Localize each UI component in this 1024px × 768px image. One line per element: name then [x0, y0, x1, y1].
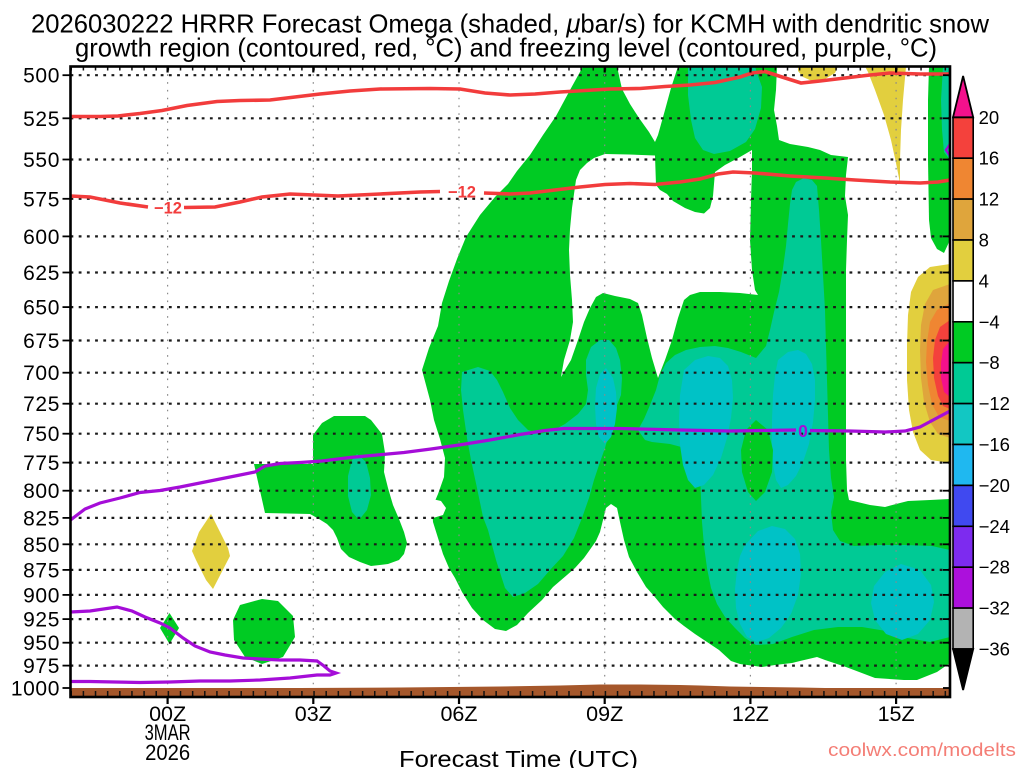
svg-text:900: 900: [23, 584, 60, 607]
svg-text:2026030222 HRRR Forecast Omega: 2026030222 HRRR Forecast Omega (shaded, …: [31, 9, 989, 39]
svg-text:550: 550: [23, 149, 60, 172]
svg-text:625: 625: [23, 262, 60, 285]
svg-text:20: 20: [979, 107, 1000, 128]
svg-text:16: 16: [979, 148, 1000, 169]
svg-text:725: 725: [23, 393, 60, 416]
svg-text:09Z: 09Z: [586, 702, 623, 726]
svg-text:coolwx.com/modelts: coolwx.com/modelts: [828, 739, 1016, 760]
svg-text:775: 775: [23, 452, 60, 475]
svg-text:875: 875: [23, 559, 60, 582]
svg-text:−12: −12: [979, 393, 1010, 414]
svg-text:975: 975: [23, 655, 60, 678]
svg-text:−12: −12: [448, 184, 476, 202]
svg-text:750: 750: [23, 423, 60, 446]
svg-text:00Z: 00Z: [149, 702, 186, 726]
svg-text:−16: −16: [979, 434, 1010, 455]
svg-text:growth region (contoured, red,: growth region (contoured, red, °C) and f…: [75, 33, 937, 63]
svg-text:−20: −20: [979, 475, 1010, 496]
svg-text:12Z: 12Z: [732, 702, 769, 726]
svg-text:575: 575: [23, 188, 60, 211]
svg-text:−32: −32: [979, 598, 1010, 619]
svg-text:−36: −36: [979, 639, 1010, 660]
svg-text:950: 950: [23, 632, 60, 655]
svg-text:800: 800: [23, 480, 60, 503]
svg-text:500: 500: [23, 65, 60, 88]
svg-text:15Z: 15Z: [878, 702, 915, 726]
svg-text:−24: −24: [979, 516, 1010, 537]
svg-text:2026: 2026: [145, 740, 190, 765]
svg-text:03Z: 03Z: [295, 702, 332, 726]
svg-text:650: 650: [23, 297, 60, 320]
svg-text:−4: −4: [979, 311, 1000, 332]
svg-text:06Z: 06Z: [440, 702, 477, 726]
svg-text:925: 925: [23, 609, 60, 632]
svg-text:0: 0: [798, 421, 808, 441]
svg-text:3MAR: 3MAR: [145, 720, 191, 745]
svg-text:4: 4: [979, 270, 989, 291]
svg-text:700: 700: [23, 362, 60, 385]
svg-text:525: 525: [23, 108, 60, 131]
svg-text:−8: −8: [979, 352, 1000, 373]
svg-text:−28: −28: [979, 557, 1010, 578]
svg-text:850: 850: [23, 534, 60, 557]
svg-text:1000: 1000: [11, 678, 60, 701]
svg-text:8: 8: [979, 230, 989, 251]
svg-text:12: 12: [979, 189, 1000, 210]
svg-text:675: 675: [23, 330, 60, 353]
svg-text:825: 825: [23, 507, 60, 530]
svg-text:−12: −12: [154, 200, 182, 218]
svg-text:Forecast Time (UTC): Forecast Time (UTC): [399, 746, 638, 768]
svg-text:600: 600: [23, 226, 60, 249]
